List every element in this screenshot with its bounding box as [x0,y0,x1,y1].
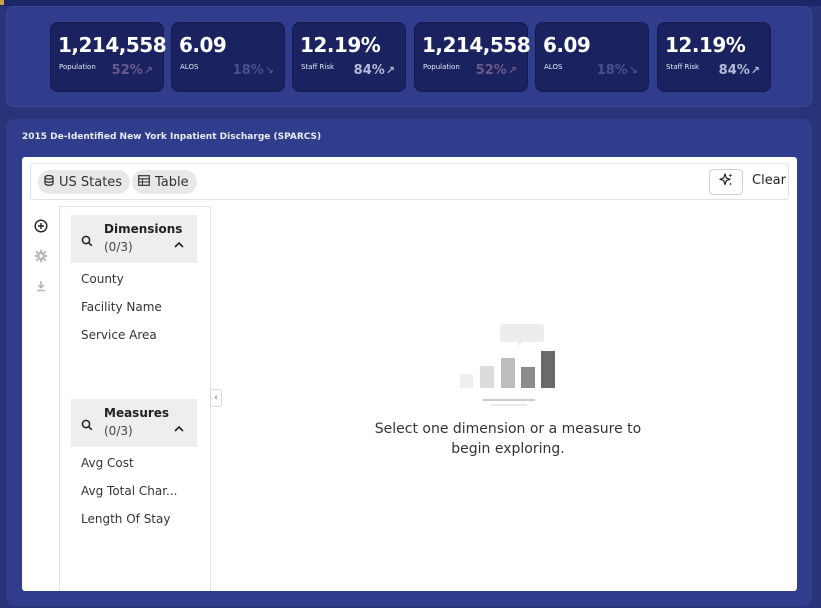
tool-rail [22,206,60,591]
kpi-label: ALOS [180,63,199,71]
chevron-up-icon[interactable] [174,233,184,252]
bar-chart-placeholder-icon [459,322,559,416]
ai-assist-button[interactable] [709,169,743,195]
download-icon[interactable] [34,278,48,292]
kpi-value: 1,214,558 [58,33,167,57]
empty-state-message: Select one dimension or a measure to beg… [374,419,642,459]
fields-panel: Dimensions (0/3) County Facility Name Se… [60,206,211,591]
dataset-title: 2015 De-Identified New York Inpatient Di… [22,132,322,142]
explorer-panel: 2015 De-Identified New York Inpatient Di… [6,119,812,606]
clear-button[interactable]: Clear [752,173,786,188]
kpi-card-alos-2[interactable]: 6.09 ALOS 18%↘ [535,22,649,92]
top-strip-marker [0,0,4,5]
kpi-panel: 1,214,558 Population 52%↗ 6.09 ALOS 18%↘… [6,6,812,107]
dimensions-count: (0/3) [104,240,133,254]
chevron-up-icon[interactable] [174,417,184,436]
dimensions-header[interactable]: Dimensions (0/3) [71,215,197,263]
trend-down-icon: ↘ [264,64,274,77]
search-icon[interactable] [81,232,93,251]
database-icon [44,174,54,190]
kpi-change: 18%↘ [596,63,638,78]
kpi-change: 84%↗ [718,63,760,78]
trend-up-icon: ↗ [750,64,760,77]
trend-up-icon: ↗ [143,64,153,77]
data-source-pill[interactable]: US States [38,170,131,194]
measure-item-avg-total-charges[interactable]: Avg Total Char... [81,484,178,498]
measure-item-avg-cost[interactable]: Avg Cost [81,456,134,470]
table-icon [138,174,150,190]
kpi-value: 12.19% [665,33,746,57]
kpi-value: 1,214,558 [422,33,531,57]
empty-state-line-1: Select one dimension or a measure to [374,421,642,437]
kpi-value: 12.19% [300,33,381,57]
kpi-value: 6.09 [543,33,591,57]
kpi-label: Staff Risk [301,63,335,71]
add-circle-icon[interactable] [34,218,48,233]
measures-header[interactable]: Measures (0/3) [71,399,197,447]
kpi-label: ALOS [544,63,563,71]
measure-item-length-of-stay[interactable]: Length Of Stay [81,512,171,526]
empty-state-line-2: begin exploring. [451,441,565,457]
view-type-label: Table [155,174,189,190]
kpi-change: 52%↗ [111,63,153,78]
search-icon[interactable] [81,416,93,435]
kpi-card-population[interactable]: 1,214,558 Population 52%↗ [50,22,167,92]
kpi-change: 84%↗ [353,63,395,78]
collapse-panel-button[interactable]: ‹ [210,389,222,407]
top-strip [0,0,821,6]
explorer-card: US States Table Clear [22,157,797,591]
kpi-change: 52%↗ [475,63,517,78]
dimension-item-facility-name[interactable]: Facility Name [81,300,162,314]
view-type-pill[interactable]: Table [132,170,197,194]
trend-up-icon: ↗ [385,64,395,77]
kpi-card-staff-risk[interactable]: 12.19% Staff Risk 84%↗ [292,22,406,92]
kpi-card-staff-risk-2[interactable]: 12.19% Staff Risk 84%↗ [657,22,771,92]
dimension-item-service-area[interactable]: Service Area [81,328,157,342]
kpi-label: Population [59,63,96,71]
data-source-label: US States [59,174,123,190]
sparkle-icon [718,172,734,192]
explorer-toolbar: US States Table Clear [30,163,789,200]
measures-title: Measures [104,406,170,420]
trend-up-icon: ↗ [507,64,517,77]
gear-icon[interactable] [34,248,48,263]
trend-down-icon: ↘ [628,64,638,77]
kpi-card-alos[interactable]: 6.09 ALOS 18%↘ [171,22,285,92]
kpi-value: 6.09 [179,33,227,57]
kpi-label: Population [423,63,460,71]
kpi-change: 18%↘ [232,63,274,78]
kpi-label: Staff Risk [666,63,700,71]
measures-count: (0/3) [104,424,133,438]
chevron-left-icon: ‹ [214,393,218,403]
kpi-card-population-2[interactable]: 1,214,558 Population 52%↗ [414,22,531,92]
dimensions-title: Dimensions [104,222,183,236]
dimension-item-county[interactable]: County [81,272,124,286]
